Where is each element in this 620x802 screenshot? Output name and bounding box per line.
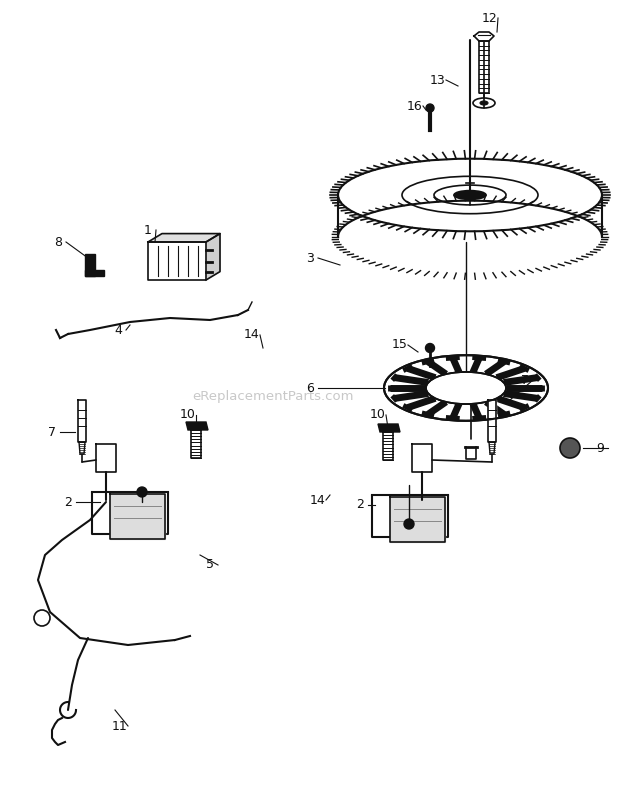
Polygon shape — [474, 32, 494, 41]
Polygon shape — [412, 444, 432, 472]
Polygon shape — [390, 497, 445, 542]
Polygon shape — [191, 430, 201, 458]
Text: 9: 9 — [596, 441, 604, 455]
Text: 10: 10 — [370, 408, 386, 422]
Text: 15: 15 — [392, 338, 408, 351]
Polygon shape — [206, 233, 220, 280]
Polygon shape — [489, 442, 495, 454]
Polygon shape — [78, 400, 86, 442]
Circle shape — [137, 487, 147, 497]
Text: 4: 4 — [114, 323, 122, 337]
Polygon shape — [148, 242, 206, 280]
Ellipse shape — [480, 101, 488, 105]
Text: 5: 5 — [206, 558, 214, 572]
Text: 8: 8 — [54, 236, 62, 249]
Polygon shape — [488, 400, 496, 442]
Text: 3: 3 — [306, 252, 314, 265]
Text: eReplacementParts.com: eReplacementParts.com — [192, 391, 353, 403]
Polygon shape — [79, 442, 85, 454]
Polygon shape — [85, 270, 104, 276]
Text: 12: 12 — [482, 11, 498, 25]
Ellipse shape — [454, 191, 486, 200]
Text: 2: 2 — [356, 499, 364, 512]
Polygon shape — [186, 422, 208, 430]
Polygon shape — [96, 444, 116, 472]
Polygon shape — [110, 494, 165, 539]
Polygon shape — [378, 424, 400, 432]
Polygon shape — [383, 432, 393, 460]
Text: 1: 1 — [144, 224, 152, 237]
Ellipse shape — [426, 104, 434, 112]
Ellipse shape — [425, 343, 435, 353]
Text: 14: 14 — [310, 493, 326, 507]
Text: 13: 13 — [430, 74, 446, 87]
Circle shape — [404, 519, 414, 529]
Text: 7: 7 — [48, 426, 56, 439]
Text: 11: 11 — [112, 719, 128, 732]
Text: 10: 10 — [180, 408, 196, 422]
Circle shape — [560, 438, 580, 458]
Text: 16: 16 — [407, 99, 423, 112]
Polygon shape — [85, 254, 95, 276]
Ellipse shape — [426, 372, 506, 404]
Text: 2: 2 — [64, 496, 72, 508]
Text: 7: 7 — [521, 374, 529, 387]
Polygon shape — [148, 233, 220, 242]
Text: 14: 14 — [244, 329, 260, 342]
Text: 6: 6 — [306, 382, 314, 395]
